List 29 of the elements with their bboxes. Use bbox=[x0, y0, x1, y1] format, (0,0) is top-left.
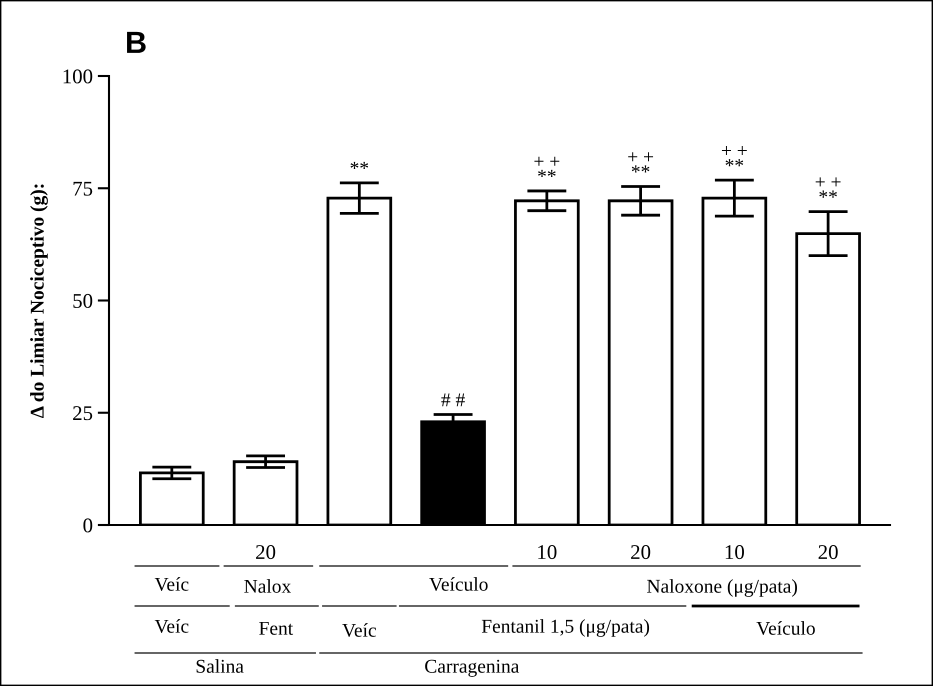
annotation: ** bbox=[350, 162, 368, 169]
chart-title: B bbox=[127, 32, 146, 53]
text: Veíc bbox=[154, 577, 188, 591]
text: Veículo bbox=[756, 621, 815, 635]
text: Veíc bbox=[342, 623, 376, 637]
y-tick-label: 100 bbox=[64, 69, 92, 84]
text: Naloxone (μg/pata) bbox=[647, 579, 797, 597]
text: Fentanil 1,5 (μg/pata) bbox=[482, 619, 650, 637]
text: Fent bbox=[259, 622, 294, 635]
y-tick-label: 25 bbox=[73, 406, 92, 420]
y-tick-label: 50 bbox=[73, 294, 92, 308]
annotation: # # bbox=[441, 394, 465, 406]
y-tick-label: 0 bbox=[83, 518, 92, 532]
annotation: + + ** bbox=[816, 177, 841, 198]
text: Veículo bbox=[429, 577, 488, 591]
annotation: + + ** bbox=[628, 152, 654, 173]
y-tick-label: 75 bbox=[74, 182, 92, 196]
text: Nalox bbox=[244, 579, 291, 593]
x-tick-label: 20 bbox=[256, 545, 276, 560]
text: Veíc bbox=[154, 619, 188, 633]
x-tick-label: 20 bbox=[631, 545, 650, 560]
y-axis-title: Δ do Limiar Nociceptivo (g): bbox=[30, 184, 48, 418]
annotation: + + ** bbox=[722, 146, 747, 166]
x-tick-label: 10 bbox=[538, 545, 556, 560]
x-tick-label: 20 bbox=[818, 545, 838, 560]
text: Carragenina bbox=[425, 660, 520, 677]
x-tick-label: 10 bbox=[726, 545, 744, 560]
text: Salina bbox=[196, 659, 244, 673]
annotation: + + ** bbox=[534, 156, 560, 178]
